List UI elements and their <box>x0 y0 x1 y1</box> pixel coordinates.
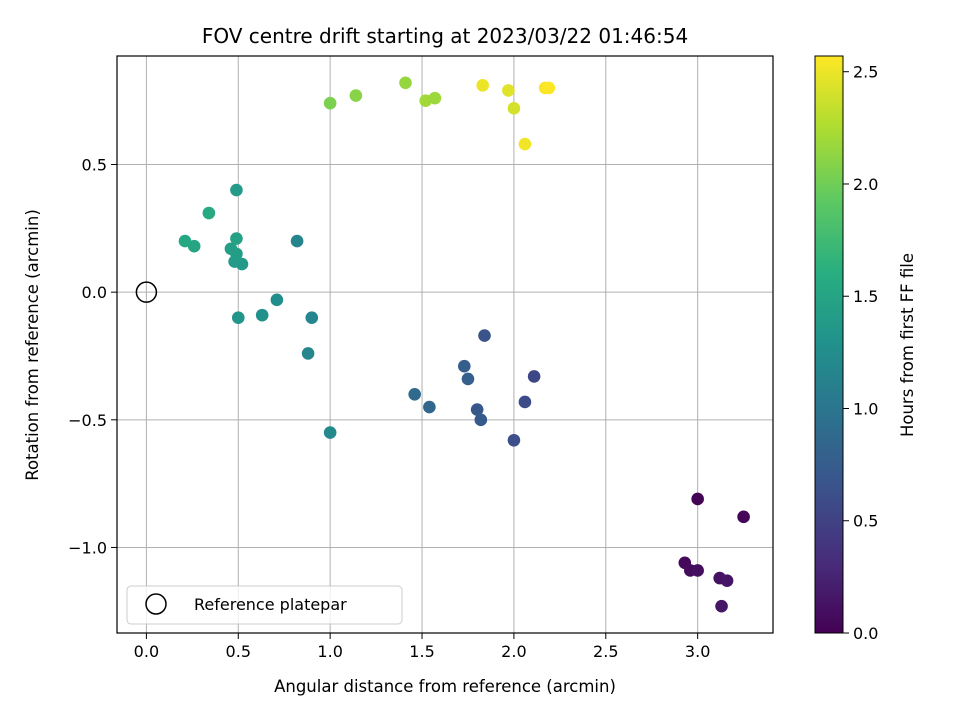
colorbar-tick-label: 0.0 <box>853 624 878 643</box>
reference-platepar-marker <box>135 281 158 303</box>
data-point <box>408 387 421 401</box>
data-point <box>737 510 750 524</box>
x-tick-label: 1.0 <box>317 642 342 661</box>
colorbar-tick-label: 2.0 <box>853 175 878 194</box>
colorbar-tick-label: 1.5 <box>853 287 878 306</box>
data-point <box>476 79 489 92</box>
data-point <box>474 413 488 427</box>
data-point <box>527 370 541 383</box>
y-axis-label: Rotation from reference (arcmin) <box>23 209 42 481</box>
data-point <box>502 84 515 97</box>
data-point <box>518 137 532 151</box>
data-point <box>255 308 269 322</box>
data-point <box>507 433 521 447</box>
colorbar-tick-label: 1.0 <box>853 399 878 418</box>
data-point <box>457 359 471 373</box>
data-point <box>305 311 319 324</box>
data-point <box>423 400 436 414</box>
x-tick-label: 0.5 <box>226 642 251 661</box>
colorbar-ticks: 0.0 0.5 1.0 1.5 2.0 2.5 <box>843 63 878 643</box>
data-point <box>349 89 363 102</box>
data-point <box>301 347 315 360</box>
plot-frame <box>116 55 774 634</box>
data-point <box>323 96 337 110</box>
x-tick-label: 1.5 <box>409 642 434 661</box>
colorbar-gradient <box>814 55 844 634</box>
data-point <box>461 372 475 386</box>
x-axis-ticks: 0.0 0.5 1.0 1.5 2.0 2.5 3.0 <box>134 633 710 661</box>
x-tick-label: 0.0 <box>134 642 159 661</box>
legend-marker-reference <box>145 593 167 615</box>
y-tick-label: 0.5 <box>82 156 107 175</box>
legend-box <box>126 585 403 625</box>
chart-title: FOV centre drift starting at 2023/03/22 … <box>202 24 688 48</box>
data-point <box>478 329 491 342</box>
y-tick-label: 0.0 <box>82 283 107 302</box>
data-point <box>224 242 238 256</box>
colorbar: 0.0 0.5 1.0 1.5 2.0 2.5 Hours from first FF f… <box>814 55 917 643</box>
legend: Reference platepar <box>126 585 403 625</box>
x-tick-label: 3.0 <box>685 642 710 661</box>
data-point <box>518 395 532 409</box>
x-tick-label: 2.0 <box>501 642 526 661</box>
data-point <box>470 403 484 416</box>
data-point <box>399 76 412 90</box>
data-point <box>270 293 284 307</box>
data-point <box>178 234 192 248</box>
data-point <box>691 564 704 577</box>
legend-label-reference: Reference platepar <box>194 595 347 614</box>
data-point <box>542 81 556 95</box>
data-point <box>428 91 442 105</box>
data-point <box>230 183 243 197</box>
colorbar-tick-label: 0.5 <box>853 512 878 531</box>
data-point <box>231 311 245 324</box>
x-axis-label: Angular distance from reference (arcmin) <box>274 677 616 696</box>
x-tick-label: 2.5 <box>593 642 618 661</box>
data-point <box>507 102 521 115</box>
y-tick-label: −0.5 <box>68 411 107 430</box>
data-points <box>178 76 750 613</box>
data-point <box>230 232 243 245</box>
y-axis-ticks: 0.5 0.0 −0.5 −1.0 <box>68 156 117 557</box>
data-point <box>720 574 734 587</box>
y-tick-label: −1.0 <box>68 538 107 557</box>
data-point <box>691 492 704 506</box>
data-point <box>323 426 337 439</box>
data-point <box>290 234 304 248</box>
data-point <box>715 599 728 613</box>
colorbar-tick-label: 2.5 <box>853 63 878 82</box>
data-point <box>187 239 201 253</box>
grid-lines <box>117 56 773 633</box>
data-point <box>202 206 216 220</box>
colorbar-label: Hours from first FF file <box>898 253 917 437</box>
